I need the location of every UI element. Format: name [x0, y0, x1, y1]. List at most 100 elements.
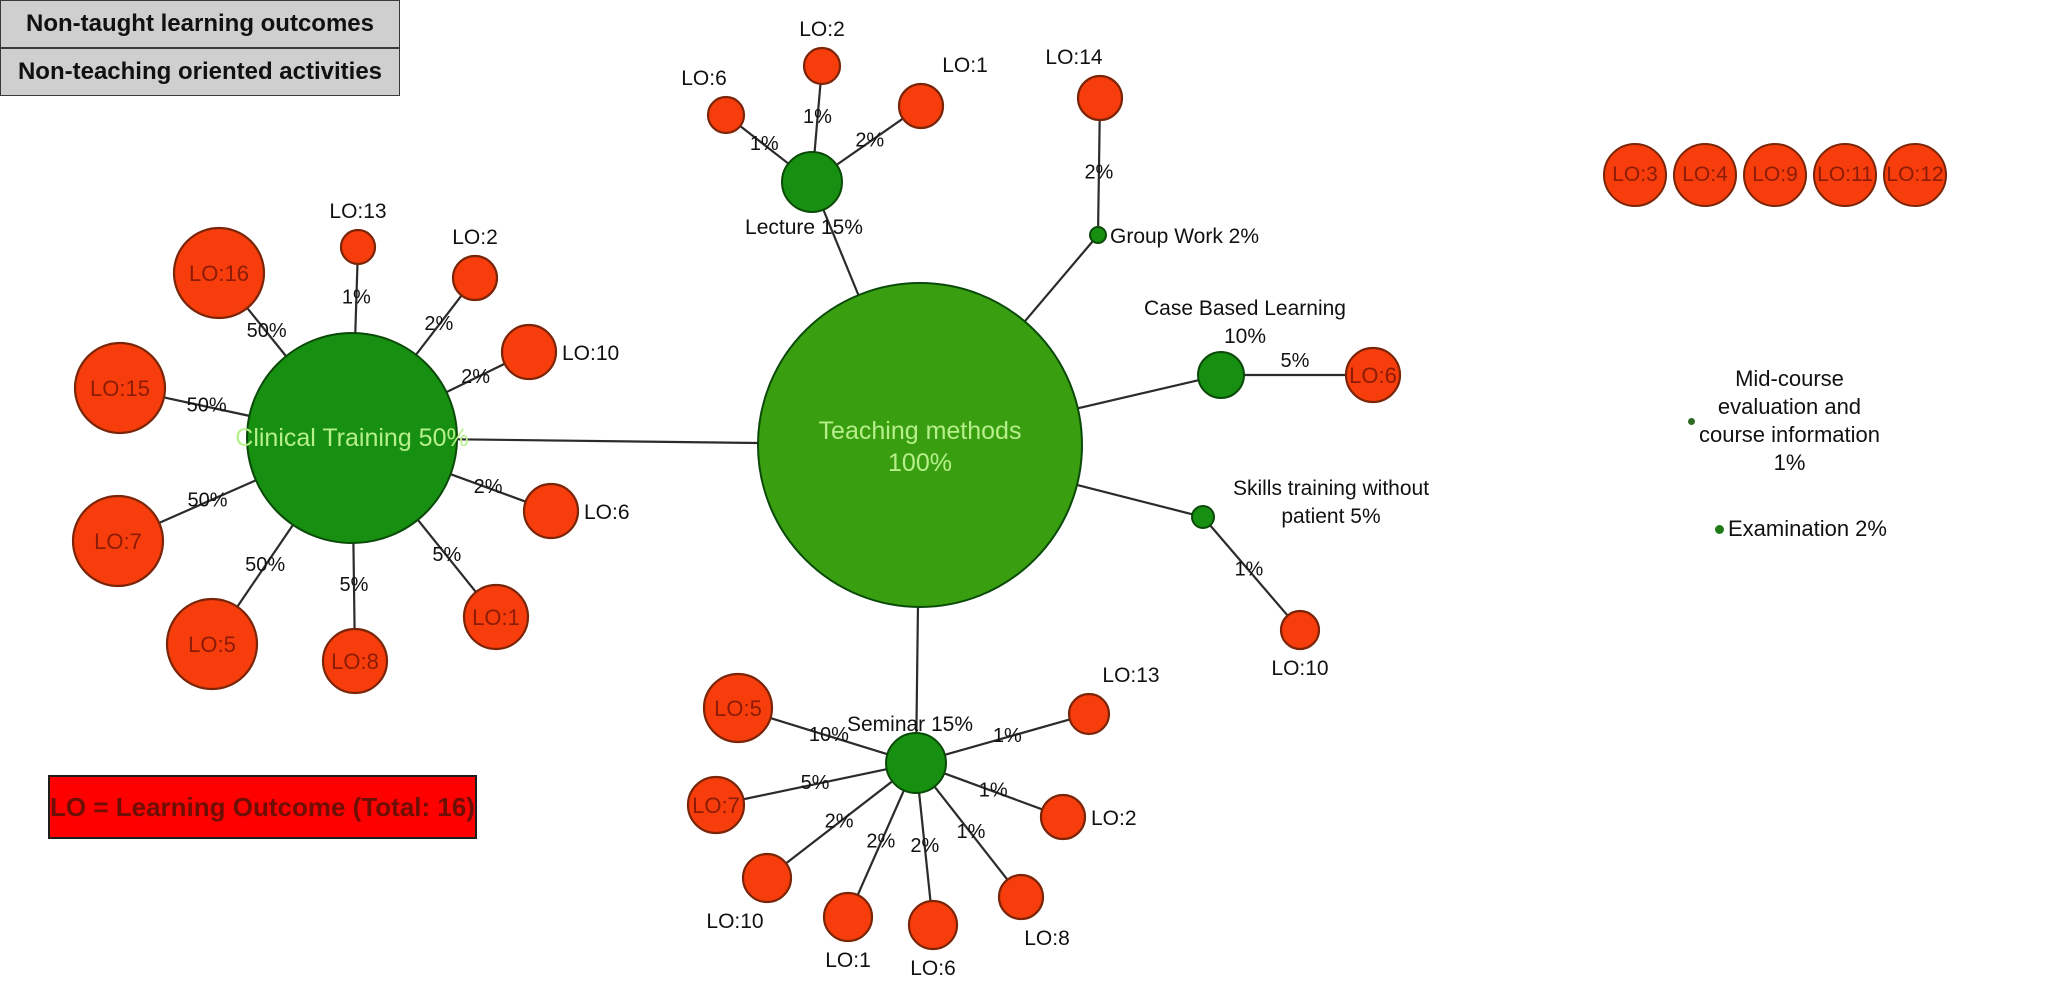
edge-percent-label: 2% [855, 130, 884, 152]
graph-edge [785, 780, 893, 865]
node-circle-red[interactable] [71, 494, 165, 588]
graph-edge [456, 438, 759, 445]
node-circle-red[interactable] [702, 672, 774, 744]
activity-label: Mid-course evaluation and course informati… [1699, 366, 1880, 476]
edge-percent-label: 2% [461, 366, 490, 388]
node-circle-red[interactable] [1076, 74, 1124, 122]
branch-node-label: Group Work 2% [1110, 225, 1259, 248]
graph-edge [246, 307, 287, 357]
edge-percent-label: 5% [801, 772, 830, 794]
lo-node-label: LO:8 [1024, 927, 1070, 950]
node-circle-red[interactable] [73, 341, 167, 435]
graph-edge [445, 362, 506, 394]
graph-edge [1023, 240, 1094, 323]
node-circle-green[interactable] [781, 151, 843, 213]
node-circle-red[interactable] [907, 899, 959, 951]
graph-edge [163, 396, 250, 417]
graph-edge [944, 718, 1071, 756]
node-circle-red[interactable] [1039, 793, 1087, 841]
graph-edge [835, 117, 904, 166]
node-circle-green[interactable] [1197, 351, 1245, 399]
root-node-label: Teaching methods 100% [819, 417, 1022, 477]
node-circle-red[interactable] [500, 323, 558, 381]
non-taught-lo-chip[interactable]: LO:4 [1673, 143, 1737, 207]
node-circle-green[interactable] [1191, 505, 1215, 529]
branch-node-label: Case Based Learning 10% [1144, 297, 1346, 348]
edge-percent-label: 5% [340, 574, 369, 596]
lo-node-label: LO:2 [799, 18, 845, 41]
activity-label: Examination 2% [1728, 516, 1887, 541]
lo-node-label: LO:6 [681, 67, 727, 90]
node-circle-red[interactable] [172, 226, 266, 320]
node-circle-red[interactable] [706, 95, 746, 135]
node-circle-red[interactable] [1344, 346, 1402, 404]
graph-edge [352, 542, 356, 630]
lo-node-label: LO:6 [1349, 363, 1397, 388]
graph-edge [1077, 379, 1199, 410]
edge-percent-label: 50% [188, 490, 228, 512]
non-taught-lo-chip[interactable]: LO:11 [1813, 143, 1877, 207]
edge-percent-label: 5% [1281, 350, 1310, 372]
node-circle-red[interactable] [897, 82, 945, 130]
node-circle-red[interactable] [451, 254, 499, 302]
non-taught-lo-chip[interactable]: LO:9 [1743, 143, 1807, 207]
node-circle-red[interactable] [522, 482, 580, 540]
node-circle-red[interactable] [1279, 609, 1321, 651]
edge-layer [158, 83, 1346, 902]
label-layer: 50% 50% 50% 50% 5% 5% 2% 2% 2% 1% 1% 1% 2% 2% 5% 1% 10% 5… [90, 18, 1429, 980]
graph-edge [822, 209, 860, 296]
node-circle-red[interactable] [321, 627, 389, 695]
edge-percent-label: 2% [424, 313, 453, 335]
graph-edge [918, 792, 932, 902]
edge-percent-label: 1% [1234, 558, 1263, 580]
lo-node-label: LO:13 [1102, 664, 1159, 687]
edge-percent-label: 2% [866, 831, 895, 853]
branch-node-label: Lecture 15% [745, 216, 863, 239]
node-circle-green[interactable] [885, 732, 947, 794]
node-circle-red[interactable] [462, 583, 530, 651]
lo-node-label: LO:5 [188, 632, 236, 657]
lo-node-label: LO:14 [1045, 46, 1103, 69]
lo-node-label: LO:10 [1271, 657, 1328, 680]
lo-node-label: LO:8 [331, 649, 379, 674]
non-taught-lo-chip[interactable]: LO:12 [1883, 143, 1947, 207]
branch-node-label: Seminar 15% [847, 713, 973, 736]
activity-item-examination: Examination 2% [1715, 515, 1887, 543]
edge-percent-label: 50% [245, 554, 285, 576]
lo-node-label: LO:16 [189, 261, 249, 286]
node-circle-red[interactable] [822, 891, 874, 943]
lo-legend-text: LO = Learning Outcome (Total: 16) [50, 791, 475, 822]
edge-percent-label: 50% [187, 395, 227, 417]
lo-node-label: LO:6 [910, 957, 956, 980]
edge-percent-label: 1% [957, 821, 986, 843]
branch-node-label: Clinical Training 50% [235, 424, 468, 452]
node-circle-red[interactable] [339, 228, 377, 266]
edge-percent-label: 2% [825, 810, 854, 832]
node-circle-green[interactable] [757, 282, 1083, 608]
graph-edge [1097, 119, 1101, 228]
graph-edge [943, 772, 1043, 811]
graph-edge [416, 519, 477, 593]
activity-item-mid-course: Mid-course evaluation and course informati… [1688, 365, 1918, 478]
node-circle-green[interactable] [246, 332, 458, 544]
edge-percent-label: 2% [474, 476, 503, 498]
non-taught-lo-chip[interactable]: LO:3 [1603, 143, 1667, 207]
node-circle-red[interactable] [741, 852, 793, 904]
node-circle-red[interactable] [686, 775, 746, 835]
edge-percent-label: 1% [750, 133, 779, 155]
node-circle-red[interactable] [1067, 692, 1111, 736]
lo-node-label: LO:13 [329, 200, 386, 223]
lo-node-label: LO:2 [1091, 807, 1137, 830]
branch-node-label: Skills training without patient 5% [1233, 477, 1429, 528]
node-circle-red[interactable] [997, 873, 1045, 921]
non-taught-panel-header: Non-taught learning outcomes [0, 0, 400, 48]
node-circle-red[interactable] [165, 597, 259, 691]
node-circle-green[interactable] [1089, 226, 1107, 244]
lo-node-label: LO:10 [562, 342, 619, 365]
graph-edge [743, 768, 887, 801]
lo-node-label: LO:1 [825, 949, 871, 972]
edge-percent-label: 1% [979, 779, 1008, 801]
lo-node-label: LO:1 [942, 54, 988, 77]
node-circle-red[interactable] [802, 46, 842, 86]
